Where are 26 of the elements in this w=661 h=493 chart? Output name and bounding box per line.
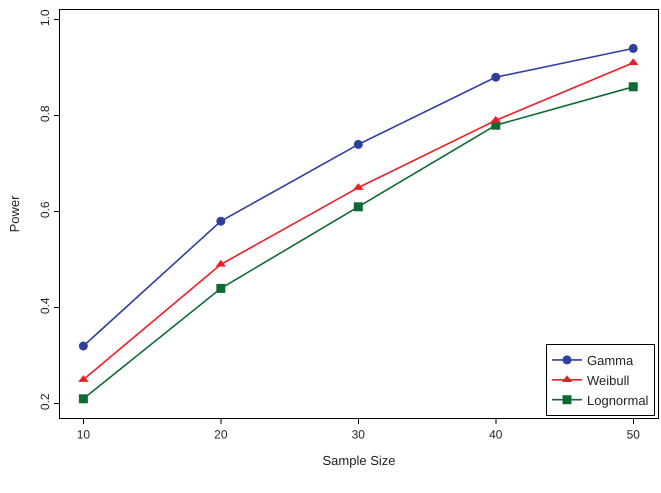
x-tick-label: 10 bbox=[76, 427, 90, 442]
point bbox=[354, 202, 363, 212]
y-tick-label: 0.8 bbox=[38, 105, 52, 122]
y-tick-label: 0.2 bbox=[38, 393, 52, 410]
point bbox=[354, 140, 363, 149]
point bbox=[490, 116, 501, 123]
legend-label: Gamma bbox=[587, 352, 634, 368]
y-tick-label: 1.0 bbox=[38, 9, 52, 26]
point bbox=[491, 72, 500, 82]
x-tick-label: 30 bbox=[352, 427, 366, 442]
point bbox=[216, 284, 226, 293]
legend-label: Weibull bbox=[587, 372, 630, 388]
x-tick-label: 50 bbox=[626, 427, 640, 442]
x-tick-label: 20 bbox=[214, 427, 228, 442]
point bbox=[78, 342, 88, 350]
y-tick-label: 0.6 bbox=[38, 201, 52, 218]
point bbox=[628, 82, 638, 92]
point bbox=[628, 58, 638, 66]
legend-label: Lognormal bbox=[587, 392, 649, 408]
point bbox=[628, 44, 638, 53]
x-tick-label: 40 bbox=[489, 427, 503, 442]
point bbox=[78, 394, 88, 404]
y-tick-label: 0.4 bbox=[38, 297, 52, 314]
point bbox=[216, 216, 226, 226]
x-axis-title: Sample Size bbox=[322, 453, 396, 468]
y-axis-title: Power bbox=[7, 194, 22, 232]
